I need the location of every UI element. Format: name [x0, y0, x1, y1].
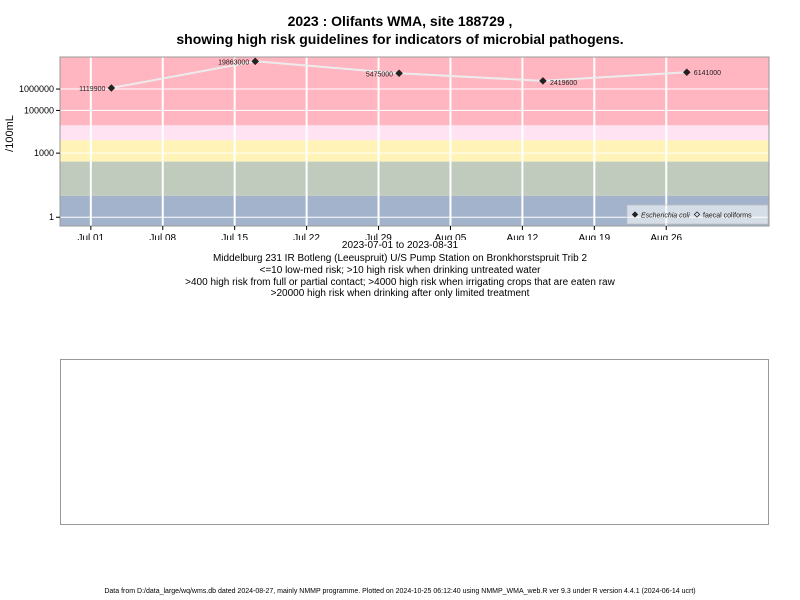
chart-svg: 1 1000 100000 1000000 Jul 01 Jul 08 Jul 15 Jul … — [4, 56, 770, 240]
y-tick-label: 100000 — [24, 105, 54, 115]
x-tick-label: Jul 01 — [77, 233, 104, 240]
data-label: 5475000 — [366, 71, 393, 78]
data-point — [395, 69, 403, 78]
y-axis-label: /100mL — [4, 115, 16, 152]
data-point — [539, 77, 547, 85]
x-tick-label: Jul 15 — [221, 233, 248, 240]
date-range-caption: 2023-07-01 to 2023-08-31 — [341, 240, 459, 251]
guideline-caption-1: <=10 low-med risk; >10 high risk when dr… — [259, 265, 541, 276]
data-point — [683, 68, 691, 76]
chart-title-line1: 2023 : Olifants WMA, site 188729 , — [287, 13, 513, 29]
y-tick-label: 1 — [49, 212, 54, 222]
data-label: 2419600 — [550, 80, 577, 87]
risk-band-2 — [60, 140, 769, 162]
legend-label: faecal coliforms — [703, 213, 752, 220]
empty-plot-panel — [60, 359, 769, 525]
guideline-caption-2: >400 high risk from full or partial cont… — [185, 277, 615, 288]
x-tick-label: Aug 12 — [507, 233, 539, 240]
legend-marker-1 — [693, 211, 701, 218]
legend-label: Escherichia coli — [641, 213, 690, 220]
x-tick-label: Jul 22 — [293, 233, 320, 240]
site-name-caption: Middelburg 231 IR Botleng (Leeuspruit) U… — [212, 253, 588, 264]
data-label: 6141000 — [694, 70, 721, 77]
data-point — [107, 84, 116, 92]
legend-box — [626, 204, 769, 225]
chart-title-line2: showing high risk guidelines for indicat… — [176, 31, 624, 47]
risk-band-1 — [60, 125, 769, 141]
y-tick-label: 1000 — [34, 148, 54, 158]
x-tick-label: Aug 26 — [650, 233, 682, 240]
footer-note: Data from D:/data_large/wq/wms.db dated … — [104, 588, 696, 595]
x-tick-label: Jul 29 — [365, 233, 392, 240]
x-tick-label: Jul 08 — [149, 233, 176, 240]
legend-marker-0 — [631, 211, 639, 218]
plot-frame — [59, 56, 770, 227]
y-tick-label: 1000000 — [19, 84, 54, 94]
data-point — [251, 57, 259, 66]
guideline-caption-3: >20000 high risk when drinking after onl… — [270, 288, 530, 299]
data-label: 19863000 — [218, 59, 249, 66]
data-label: 1119900 — [79, 86, 105, 93]
risk-band-0 — [60, 57, 769, 126]
x-tick-label: Aug 05 — [435, 233, 467, 240]
risk-band-3 — [60, 161, 769, 196]
x-tick-label: Aug 19 — [578, 233, 610, 240]
